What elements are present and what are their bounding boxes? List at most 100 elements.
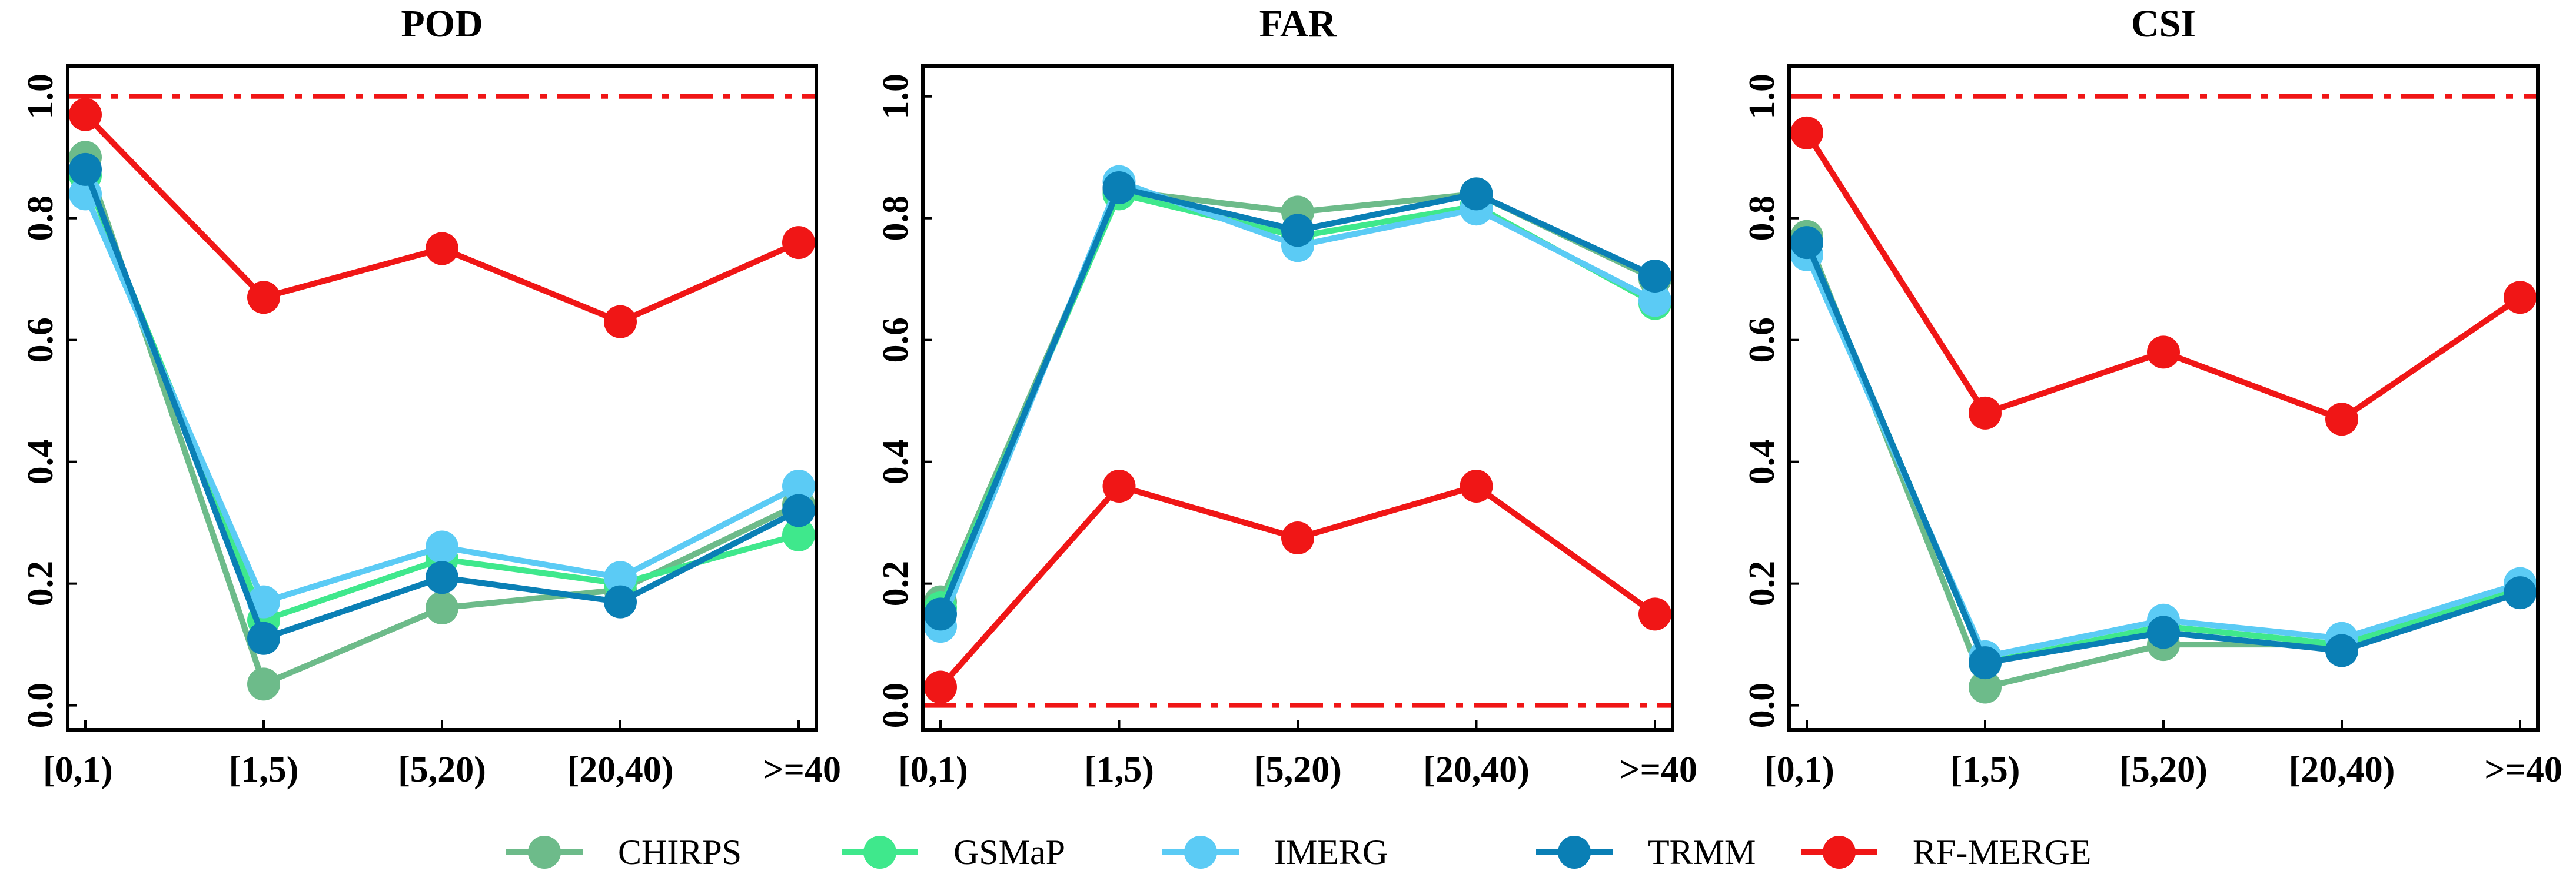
x-tick-label: >=40 xyxy=(763,750,841,790)
data-point xyxy=(2147,616,2180,649)
x-tick-label: >=40 xyxy=(2484,750,2562,790)
panel-title: FAR xyxy=(1259,2,1337,45)
series-rf-merge xyxy=(69,98,815,338)
legend-item-chirps: CHIRPS xyxy=(506,833,742,872)
legend: CHIRPS GSMaP IMERG TRMM RF-MERGE xyxy=(506,833,2091,872)
data-point xyxy=(1102,171,1136,204)
data-point xyxy=(1281,214,1314,247)
y-tick-label: 0.4 xyxy=(21,439,61,485)
data-point xyxy=(426,232,458,265)
y-tick-label: 0.6 xyxy=(1742,317,1782,363)
legend-swatch-marker xyxy=(863,836,896,869)
series-trmm xyxy=(924,171,1671,631)
y-tick-label: 1.0 xyxy=(21,74,61,119)
legend-label: CHIRPS xyxy=(618,833,742,872)
series-imerg xyxy=(1790,238,2537,673)
data-point xyxy=(69,98,102,131)
y-tick-label: 0.6 xyxy=(21,317,61,363)
series-rf-merge xyxy=(924,470,1671,704)
series-line xyxy=(1804,253,2521,660)
data-point xyxy=(924,597,957,631)
y-tick-label: 1.0 xyxy=(876,74,916,119)
data-point xyxy=(426,530,458,564)
y-tick-label: 0.0 xyxy=(21,683,61,729)
data-point xyxy=(1638,260,1671,293)
data-point xyxy=(604,305,637,338)
data-point xyxy=(1638,284,1671,317)
data-point xyxy=(247,667,280,701)
x-tick-label: [5,20) xyxy=(1254,750,1342,790)
data-point xyxy=(426,591,458,625)
axes-frame xyxy=(66,64,818,732)
panel-pod: POD 0.0 0.2 0.4 0.6 0.8 1.0 [0,1) [1,5) [5,20) [20… xyxy=(21,2,841,790)
y-tick-label: 0.2 xyxy=(876,561,916,607)
y-tick-label: 0.0 xyxy=(876,683,916,729)
x-tick-label: [1,5) xyxy=(229,750,299,790)
legend-swatch-marker xyxy=(1184,836,1217,869)
series-line xyxy=(83,112,800,325)
x-tick-label: [1,5) xyxy=(1950,750,2020,790)
data-point xyxy=(924,670,957,704)
data-point xyxy=(1102,470,1136,503)
data-point xyxy=(782,518,815,551)
data-point xyxy=(1460,177,1493,211)
y-tick-label: 0.4 xyxy=(1742,439,1782,485)
legend-label: TRMM xyxy=(1648,833,1756,872)
data-point xyxy=(247,622,280,655)
data-point xyxy=(2325,634,2358,667)
series-rf-merge xyxy=(1790,116,2537,436)
x-tick-label: [20,40) xyxy=(1423,750,1530,790)
data-point xyxy=(1460,470,1493,503)
data-point xyxy=(1969,396,2002,430)
axes-frame xyxy=(1787,64,2540,732)
x-tick-label: [20,40) xyxy=(567,750,674,790)
legend-swatch-marker xyxy=(1823,836,1856,869)
data-point xyxy=(2147,335,2180,369)
y-tick-label: 0.8 xyxy=(21,195,61,241)
y-tick-label: 0.8 xyxy=(876,195,916,241)
series-line xyxy=(938,483,1657,689)
x-tick-label: [0,1) xyxy=(898,750,968,790)
panel-csi: CSI 0.0 0.2 0.4 0.6 0.8 1.0 [0,1) [1,5) [5,20) [20… xyxy=(1742,2,2562,790)
data-point xyxy=(782,226,815,260)
data-point xyxy=(2504,281,2537,314)
legend-item-trmm: TRMM xyxy=(1536,833,1756,872)
legend-swatch-marker xyxy=(528,836,561,869)
legend-item-rf-merge: RF-MERGE xyxy=(1801,833,2091,872)
series-line xyxy=(1804,131,2522,423)
data-point xyxy=(2504,576,2537,610)
data-point xyxy=(1638,597,1671,631)
legend-item-imerg: IMERG xyxy=(1162,833,1388,872)
legend-label: GSMaP xyxy=(953,833,1065,872)
data-point xyxy=(1969,670,2002,704)
x-tick-label: [5,20) xyxy=(398,750,486,790)
panel-title: POD xyxy=(401,2,483,45)
data-point xyxy=(1969,646,2002,680)
series-trmm xyxy=(69,152,815,655)
data-point xyxy=(1790,116,1823,149)
x-tick-label: [1,5) xyxy=(1084,750,1154,790)
y-tick-label: 0.8 xyxy=(1742,195,1782,241)
y-tick-label: 0.6 xyxy=(876,317,916,363)
y-tick-label: 0.0 xyxy=(1742,683,1782,729)
legend-item-gsmap: GSMaP xyxy=(842,833,1065,872)
x-tick-label: [0,1) xyxy=(1764,750,1834,790)
data-point xyxy=(2325,403,2358,436)
x-tick-label: [0,1) xyxy=(43,750,113,790)
data-point xyxy=(782,470,815,503)
data-point xyxy=(604,585,637,619)
y-tick-label: 0.2 xyxy=(1742,561,1782,607)
data-point xyxy=(782,494,815,527)
legend-swatch-marker xyxy=(1558,836,1591,869)
y-tick-label: 1.0 xyxy=(1742,74,1782,119)
y-tick-label: 0.2 xyxy=(21,561,61,607)
data-point xyxy=(1790,226,1823,260)
data-point xyxy=(1281,521,1314,555)
series-trmm xyxy=(1790,226,2537,680)
y-tick-label: 0.4 xyxy=(876,439,916,485)
data-point xyxy=(69,152,102,186)
legend-label: RF-MERGE xyxy=(1913,833,2091,872)
x-tick-label: >=40 xyxy=(1619,750,1697,790)
x-tick-label: [20,40) xyxy=(2289,750,2395,790)
